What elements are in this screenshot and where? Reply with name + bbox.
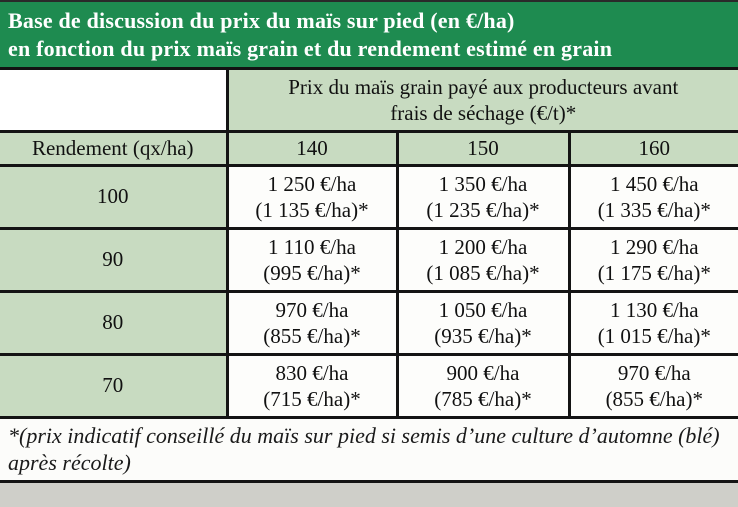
price-cell: 1 290 €/ha (1 175 €/ha)* (567, 226, 738, 293)
yield-label: 70 (0, 352, 229, 419)
table-row-group-header: Prix du maïs grain payé aux producteurs … (0, 70, 738, 133)
price-main: 1 130 €/ha (609, 297, 699, 322)
title-banner: Base de discussion du prix du maïs sur p… (0, 0, 738, 70)
price-main: 1 350 €/ha (438, 171, 528, 196)
price-main: 1 250 €/ha (267, 171, 357, 196)
footnote: *(prix indicatif conseillé du maïs sur p… (0, 418, 738, 483)
title-line-2: en fonction du prix maïs grain et du ren… (8, 36, 613, 61)
price-indicative: (855 €/ha)* (605, 386, 703, 411)
corner-empty-cell (0, 70, 229, 133)
yield-label: 100 (0, 163, 229, 230)
title-line-1: Base de discussion du prix du maïs sur p… (8, 8, 515, 33)
yield-label: 80 (0, 289, 229, 356)
price-indicative: (785 €/ha)* (434, 386, 532, 411)
price-column-140: 140 (225, 129, 399, 167)
price-indicative: (1 335 €/ha)* (597, 197, 711, 222)
price-cell: 1 050 €/ha (935 €/ha)* (395, 289, 571, 356)
price-main: 1 450 €/ha (609, 171, 699, 196)
price-main: 830 €/ha (275, 360, 349, 385)
price-indicative: (1 135 €/ha)* (255, 197, 369, 222)
table-row-yield-80: 80 970 €/ha (855 €/ha)* 1 050 €/ha (935 … (0, 289, 738, 356)
price-table: Prix du maïs grain payé aux producteurs … (0, 70, 738, 419)
price-main: 970 €/ha (617, 360, 691, 385)
price-cell: 1 250 €/ha (1 135 €/ha)* (225, 163, 399, 230)
price-cell: 1 200 €/ha (1 085 €/ha)* (395, 226, 571, 293)
price-main: 1 110 €/ha (268, 234, 356, 259)
price-indicative: (1 085 €/ha)* (426, 260, 540, 285)
price-cell: 970 €/ha (855 €/ha)* (225, 289, 399, 356)
price-indicative: (855 €/ha)* (263, 323, 361, 348)
price-main: 1 200 €/ha (438, 234, 528, 259)
yield-axis-header: Rendement (qx/ha) (0, 129, 229, 167)
price-indicative: (1 175 €/ha)* (597, 260, 711, 285)
price-cell: 900 €/ha (785 €/ha)* (395, 352, 571, 419)
table-row-column-headers: Rendement (qx/ha) 140 150 160 (0, 129, 738, 167)
price-cell: 970 €/ha (855 €/ha)* (567, 352, 738, 419)
price-cell: 1 350 €/ha (1 235 €/ha)* (395, 163, 571, 230)
table-row-yield-100: 100 1 250 €/ha (1 135 €/ha)* 1 350 €/ha … (0, 163, 738, 230)
group-header-line-2: frais de séchage (€/t)* (390, 100, 577, 125)
price-cell: 830 €/ha (715 €/ha)* (225, 352, 399, 419)
corn-price-table-graphic: Base de discussion du prix du maïs sur p… (0, 0, 738, 483)
yield-label: 90 (0, 226, 229, 293)
price-cell: 1 450 €/ha (1 335 €/ha)* (567, 163, 738, 230)
grain-price-group-header: Prix du maïs grain payé aux producteurs … (225, 70, 738, 133)
price-indicative: (1 235 €/ha)* (426, 197, 540, 222)
price-indicative: (1 015 €/ha)* (597, 323, 711, 348)
price-main: 1 050 €/ha (438, 297, 528, 322)
table-row-yield-70: 70 830 €/ha (715 €/ha)* 900 €/ha (785 €/… (0, 352, 738, 419)
price-indicative: (995 €/ha)* (263, 260, 361, 285)
price-main: 900 €/ha (446, 360, 520, 385)
price-column-150: 150 (395, 129, 571, 167)
price-indicative: (935 €/ha)* (434, 323, 532, 348)
price-cell: 1 110 €/ha (995 €/ha)* (225, 226, 399, 293)
price-main: 1 290 €/ha (609, 234, 699, 259)
price-column-160: 160 (567, 129, 738, 167)
table-row-yield-90: 90 1 110 €/ha (995 €/ha)* 1 200 €/ha (1 … (0, 226, 738, 293)
price-cell: 1 130 €/ha (1 015 €/ha)* (567, 289, 738, 356)
group-header-line-1: Prix du maïs grain payé aux producteurs … (288, 74, 679, 99)
price-indicative: (715 €/ha)* (263, 386, 361, 411)
price-main: 970 €/ha (275, 297, 349, 322)
